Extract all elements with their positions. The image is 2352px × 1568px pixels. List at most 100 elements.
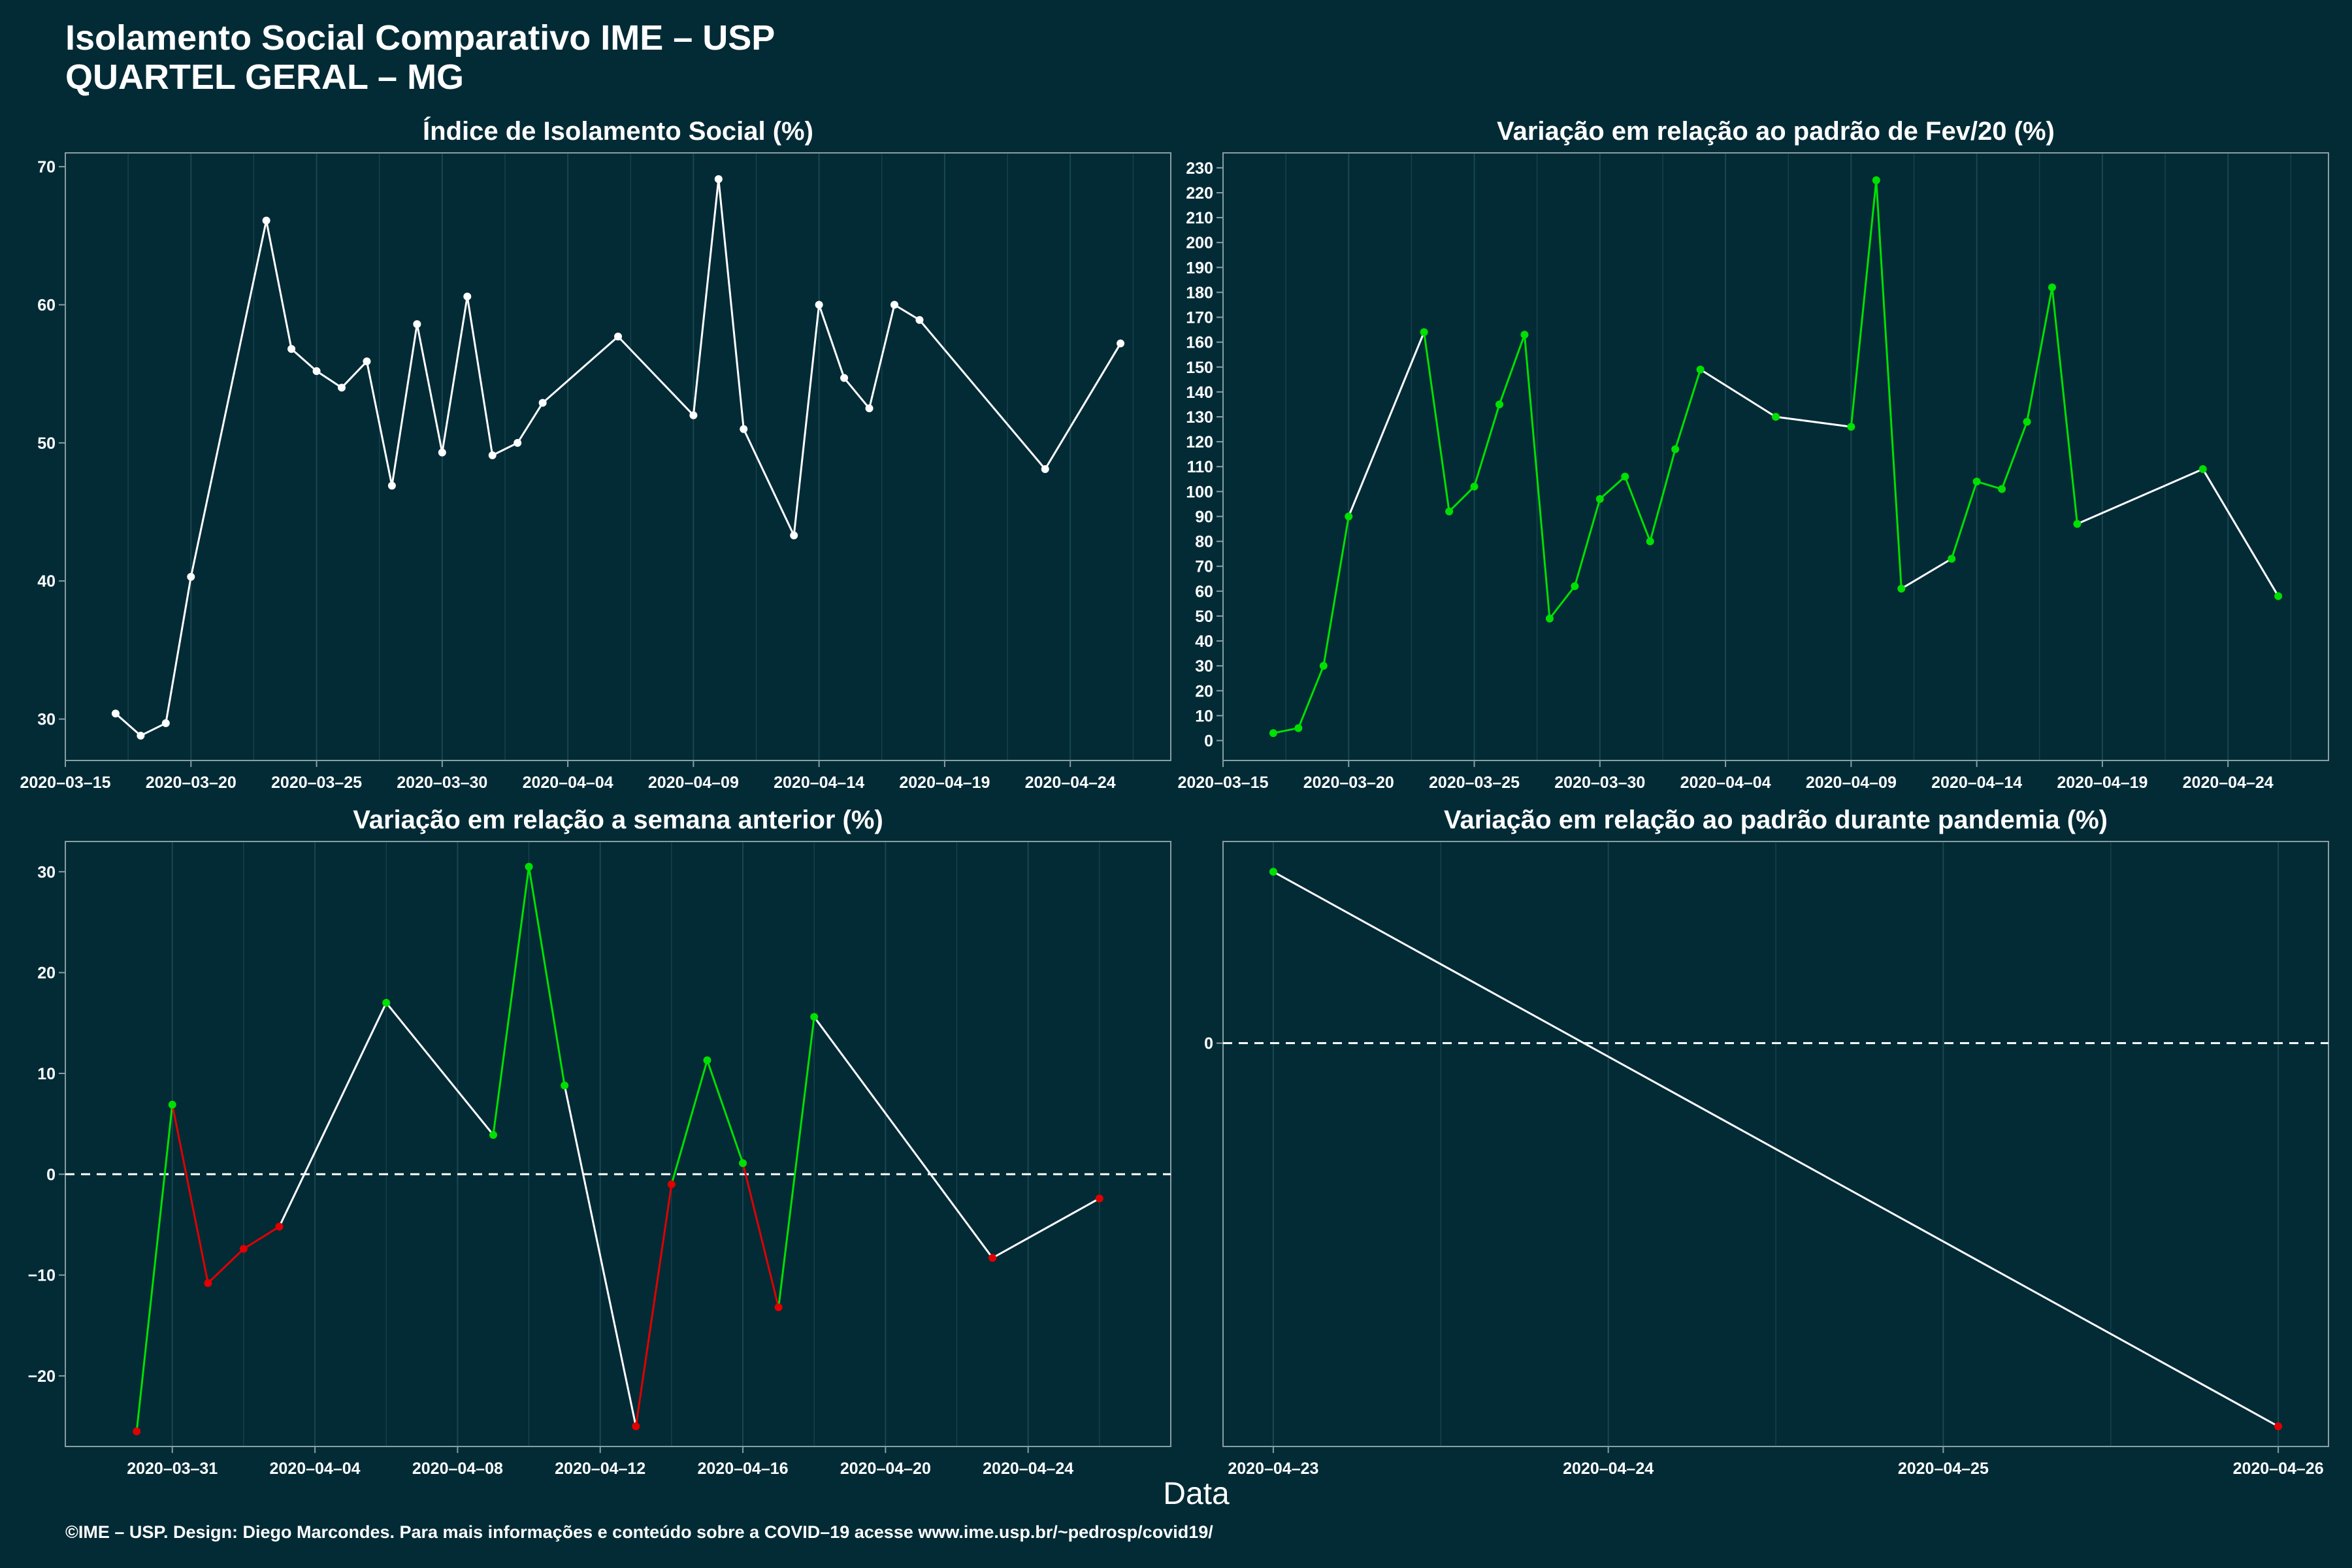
data-point [1696, 365, 1705, 374]
data-point [1897, 585, 1906, 593]
series-segment [792, 304, 821, 536]
y-tick-label: 200 [1186, 234, 1213, 252]
y-tick-label: 40 [1195, 632, 1213, 651]
page-subtitle: QUARTEL GERAL – MG [65, 57, 465, 97]
x-grid [171, 841, 1100, 1446]
y-tick-label: 190 [1186, 259, 1213, 277]
data-point [204, 1279, 212, 1287]
series-segment [1573, 498, 1601, 587]
data-point [1495, 400, 1503, 408]
y-tick-label: 50 [37, 434, 56, 453]
plot-frame [1222, 841, 2329, 1447]
series-segment [492, 866, 531, 1135]
y-tick-label: 10 [37, 1065, 56, 1083]
series-segment [1976, 480, 2002, 490]
chart-title: Índice de Isolamento Social (%) [423, 116, 813, 146]
data-point [915, 316, 924, 324]
data-point [363, 357, 371, 366]
x-tick-label: 2020–04–19 [899, 774, 990, 792]
y-axis: 0 10 20 30 40 50 60 70 80 90 100 110 120 130 140 150 160… [1186, 159, 1223, 751]
series-segment [1273, 870, 2279, 1428]
data-point [714, 175, 723, 184]
x-axis: 2020–04–23 2020–04–24 2020–04–25 2020–04–26 [1228, 1446, 2324, 1478]
y-tick-label: 170 [1186, 309, 1213, 327]
data-point [168, 1100, 176, 1109]
data-point [1671, 445, 1680, 453]
data-point [111, 710, 120, 718]
series-segment [2076, 468, 2204, 525]
x-tick-label: 2020–04–08 [412, 1460, 503, 1478]
series-segment [2202, 468, 2279, 597]
series-segment [165, 576, 192, 724]
data-point [275, 1222, 284, 1231]
data-point [1545, 614, 1554, 623]
y-tick-label: 220 [1186, 184, 1213, 203]
series-segment [843, 377, 870, 409]
x-tick-label: 2020–03–25 [1429, 774, 1520, 792]
series-segment [1599, 476, 1626, 500]
series-segment [316, 370, 342, 389]
series-segment [992, 1198, 1100, 1259]
data-point [137, 731, 145, 740]
x-tick-label: 2020–03–30 [397, 774, 487, 792]
x-tick-label: 2020–04–09 [1806, 774, 1897, 792]
series-segment [1473, 404, 1501, 487]
series-segment [466, 296, 494, 456]
series-segment [1950, 481, 1978, 559]
data-point [262, 216, 270, 225]
series-segment [189, 220, 268, 578]
plot-frame [65, 841, 1171, 1447]
series-segment [1448, 485, 1475, 512]
data-point [488, 451, 497, 459]
y-tick-label: 70 [1195, 558, 1213, 576]
y-tick-label: 70 [37, 158, 56, 176]
series-segment [265, 220, 293, 350]
data-point [1595, 495, 1604, 503]
data-point [338, 384, 346, 392]
data-point [1520, 331, 1529, 339]
y-tick-label: 60 [37, 297, 56, 315]
series-segment [1649, 449, 1676, 542]
y-tick-label: 20 [1195, 682, 1213, 700]
data-point [1948, 555, 1956, 563]
y-tick-label: 130 [1186, 408, 1213, 427]
data-point [463, 292, 472, 301]
data-point [988, 1254, 997, 1262]
series-segment [818, 304, 845, 379]
data-point [2274, 592, 2283, 600]
data-point [1420, 328, 1428, 336]
y-tick-label: 50 [1195, 608, 1213, 626]
data-point [2198, 465, 2207, 474]
data-point [1269, 868, 1277, 876]
data-point [1972, 478, 1981, 486]
data-point [413, 320, 421, 329]
x-tick-label: 2020–04–09 [648, 774, 739, 792]
series-segment [2001, 421, 2028, 490]
x-axis-title: Data [1163, 1477, 1230, 1511]
series-segment [1901, 557, 1952, 590]
series-segment [135, 1104, 174, 1432]
series-segment [516, 402, 544, 444]
data-point [2073, 519, 2082, 528]
series-segment [528, 866, 566, 1086]
x-tick-label: 2020–04–04 [1680, 774, 1771, 792]
y-tick-label: 30 [37, 711, 56, 729]
series-segment [1423, 332, 1450, 512]
data-point [561, 1081, 569, 1090]
series-segment [1523, 335, 1551, 619]
x-axis: 2020–03–15 2020–03–20 2020–03–25 2020–03–30… [20, 760, 1116, 792]
x-tick-label: 2020–04–04 [270, 1460, 361, 1478]
x-tick-label: 2020–03–15 [1177, 774, 1268, 792]
data-point [1646, 537, 1654, 546]
series-segment [742, 429, 795, 536]
y-tick-label: 110 [1187, 458, 1213, 476]
series-segment [542, 335, 619, 404]
series-segment [171, 1104, 209, 1284]
y-tick-label: 30 [1195, 657, 1213, 676]
series-segment [416, 323, 444, 453]
x-tick-label: 2020–04–24 [983, 1460, 1073, 1478]
x-tick-label: 2020–03–20 [146, 774, 237, 792]
y-axis: 0 [1204, 1035, 1223, 1053]
series-segment [692, 179, 720, 416]
x-grid [1222, 153, 2291, 760]
